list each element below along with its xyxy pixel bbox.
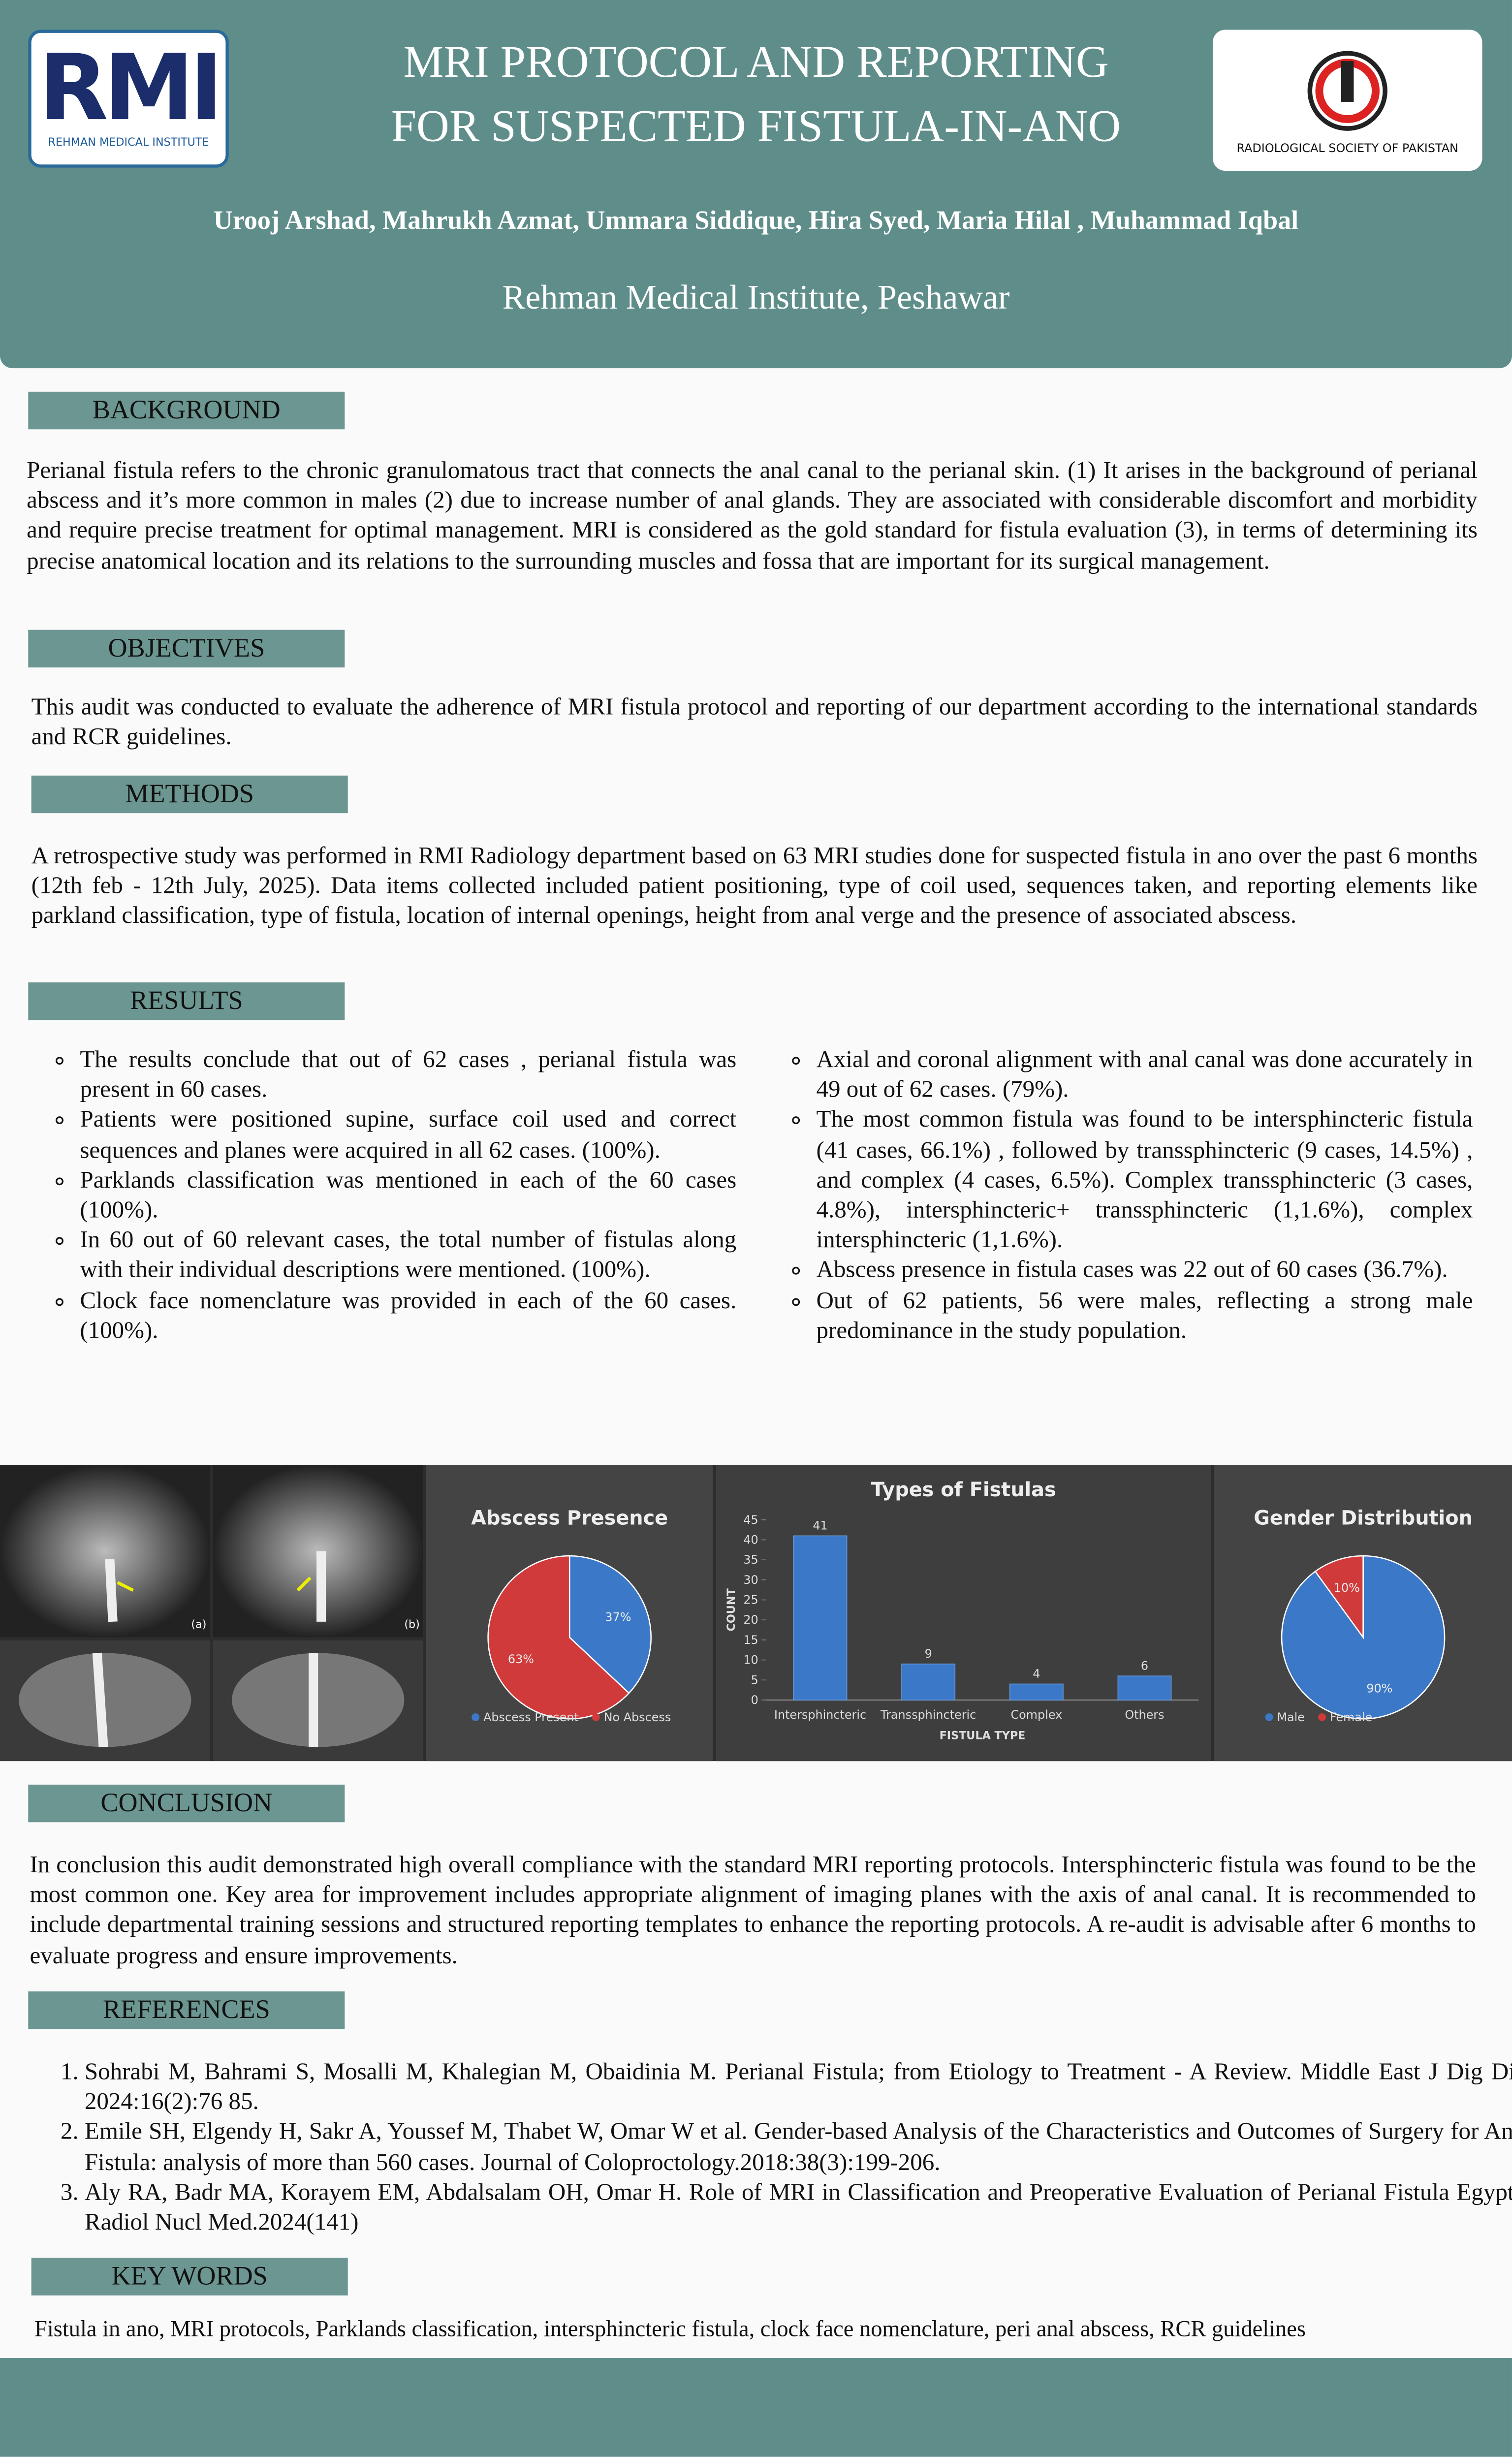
list-item: Abscess presence in fistula cases was 22…	[817, 1256, 1473, 1286]
x-tick-label: Complex	[1010, 1708, 1062, 1722]
paragraph: Perianal fistula refers to the chronic g…	[27, 457, 1478, 575]
section-heading: REFERENCES	[28, 1991, 345, 2029]
list-item: Sohrabi M, Bahrami S, Mosalli M, Khalegi…	[85, 2057, 1512, 2117]
paragraph: In conclusion this audit demonstrated hi…	[30, 1852, 1476, 1969]
bar	[793, 1535, 848, 1701]
logo-right: RADIOLOGICAL SOCIETY OF PAKISTAN	[1212, 30, 1482, 171]
y-tick-label: 40	[743, 1533, 758, 1547]
data-label: 9	[925, 1647, 932, 1661]
paragraph: A retrospective study was performed in R…	[31, 843, 1478, 930]
list-item: The results conclude that out of 62 case…	[80, 1045, 736, 1105]
image-label: (a)	[191, 1618, 206, 1631]
data-label: 37%	[605, 1610, 631, 1624]
y-tick-label: 20	[743, 1613, 758, 1627]
list-item: Parklands classification was mentioned i…	[80, 1166, 736, 1226]
mri-images: (a) (b)	[0, 1465, 423, 1762]
logo-caption: RADIOLOGICAL SOCIETY OF PAKISTAN	[1236, 141, 1458, 156]
bar	[1009, 1683, 1064, 1701]
list-item: Axial and coronal alignment with anal ca…	[817, 1045, 1473, 1105]
y-tick-label: 10	[743, 1653, 758, 1667]
legend-marker	[1265, 1713, 1273, 1721]
pie-slice	[1314, 1555, 1364, 1639]
title-line: MRI PROTOCOL AND REPORTING	[403, 37, 1109, 88]
references-list: Sohrabi M, Bahrami S, Mosalli M, Khalegi…	[28, 2057, 1512, 2238]
institute: Rehman Medical Institute, Peshawar	[502, 277, 1010, 317]
chart: Abscess Presence 37% 63% Abscess Present No …	[426, 1465, 713, 1762]
chart-title: Gender Distribution	[1254, 1507, 1473, 1529]
y-tick-label: 25	[743, 1593, 758, 1607]
data-label: 41	[813, 1519, 827, 1533]
list-item: Patients were positioned supine, surface…	[80, 1105, 736, 1166]
chart-title: Abscess Presence	[471, 1507, 668, 1529]
legend-label: Male	[1277, 1710, 1305, 1724]
y-tick-label: 15	[743, 1633, 758, 1647]
paragraph: This audit was conducted to evaluate the…	[31, 694, 1478, 751]
data-label: 90%	[1366, 1682, 1392, 1696]
logo-subtext: REHMAN MEDICAL INSTITUTE	[48, 136, 209, 149]
title-line: FOR SUSPECTED FISTULA-IN-ANO	[391, 101, 1121, 152]
authors: Urooj Arshad, Mahrukh Azmat, Ummara Sidd…	[213, 205, 1299, 235]
data-label: 63%	[508, 1652, 534, 1666]
list-item: Clock face nomenclature was provided in …	[80, 1286, 736, 1346]
x-tick-label: Intersphincteric	[774, 1708, 866, 1722]
chart: Gender Distribution 90% 10% Male Female	[1214, 1465, 1512, 1762]
x-tick-label: Transsphincteric	[880, 1708, 976, 1722]
image-label: (b)	[404, 1618, 420, 1631]
x-axis-title: FISTULA TYPE	[940, 1730, 1026, 1742]
y-tick-label: 30	[743, 1573, 758, 1587]
section-heading: KEY WORDS	[31, 2258, 348, 2296]
x-tick-label: Others	[1125, 1708, 1164, 1722]
section-heading: OBJECTIVES	[28, 630, 345, 668]
legend-marker	[1318, 1713, 1326, 1721]
legend-label: Abscess Present	[483, 1710, 579, 1724]
section-heading: CONCLUSION	[28, 1784, 345, 1823]
y-tick-label: 35	[743, 1553, 758, 1567]
list-item: The most common fistula was found to be …	[817, 1105, 1473, 1256]
legend-label: Female	[1330, 1710, 1372, 1724]
data-label: 6	[1141, 1659, 1148, 1672]
y-tick-label: 5	[751, 1673, 758, 1687]
pie-slice	[487, 1555, 630, 1720]
list-item: In 60 out of 60 relevant cases, the tota…	[80, 1226, 736, 1286]
y-tick-label: 45	[743, 1513, 758, 1527]
results-list: Axial and coronal alignment with anal ca…	[791, 1045, 1473, 1346]
figure-strip: (a) (b) Abscess Presence 37% 63% Abscess Pr…	[0, 1465, 1512, 1762]
section-heading: RESULTS	[28, 982, 345, 1020]
footer	[0, 2358, 1512, 2457]
data-label: 4	[1033, 1667, 1040, 1681]
chart-title: Types of Fistulas	[871, 1479, 1056, 1501]
section-heading: METHODS	[31, 775, 348, 814]
keywords: Fistula in ano, MRI protocols, Parklands…	[34, 2317, 1306, 2343]
bar	[901, 1663, 956, 1701]
title: MRI PROTOCOL AND REPORTING FOR SUSPECTED…	[282, 32, 1230, 160]
logo-icon	[1307, 51, 1387, 131]
bar	[1117, 1675, 1172, 1701]
logo-text: RMI	[38, 34, 223, 141]
data-label: 10%	[1334, 1581, 1360, 1595]
y-tick-label: 0	[751, 1693, 758, 1707]
pie-slice	[568, 1555, 652, 1694]
list-item: Aly RA, Badr MA, Korayem EM, Abdalsalam …	[85, 2177, 1512, 2237]
logo-left: RMI REHMAN MEDICAL INSTITUTE	[28, 30, 229, 168]
legend-marker	[472, 1713, 480, 1721]
chart: Types of Fistulas 0 5 10 15 20 25 30 35 40 45 41 Int…	[716, 1465, 1211, 1762]
list-item: Emile SH, Elgendy H, Sakr A, Youssef M, …	[85, 2117, 1512, 2177]
legend-label: No Abscess	[604, 1710, 671, 1724]
results-list: The results conclude that out of 62 case…	[55, 1045, 736, 1346]
y-axis-title: COUNT	[725, 1588, 738, 1632]
section-heading: BACKGROUND	[28, 391, 345, 430]
legend-marker	[592, 1713, 600, 1721]
list-item: Out of 62 patients, 56 were males, refle…	[817, 1286, 1473, 1346]
